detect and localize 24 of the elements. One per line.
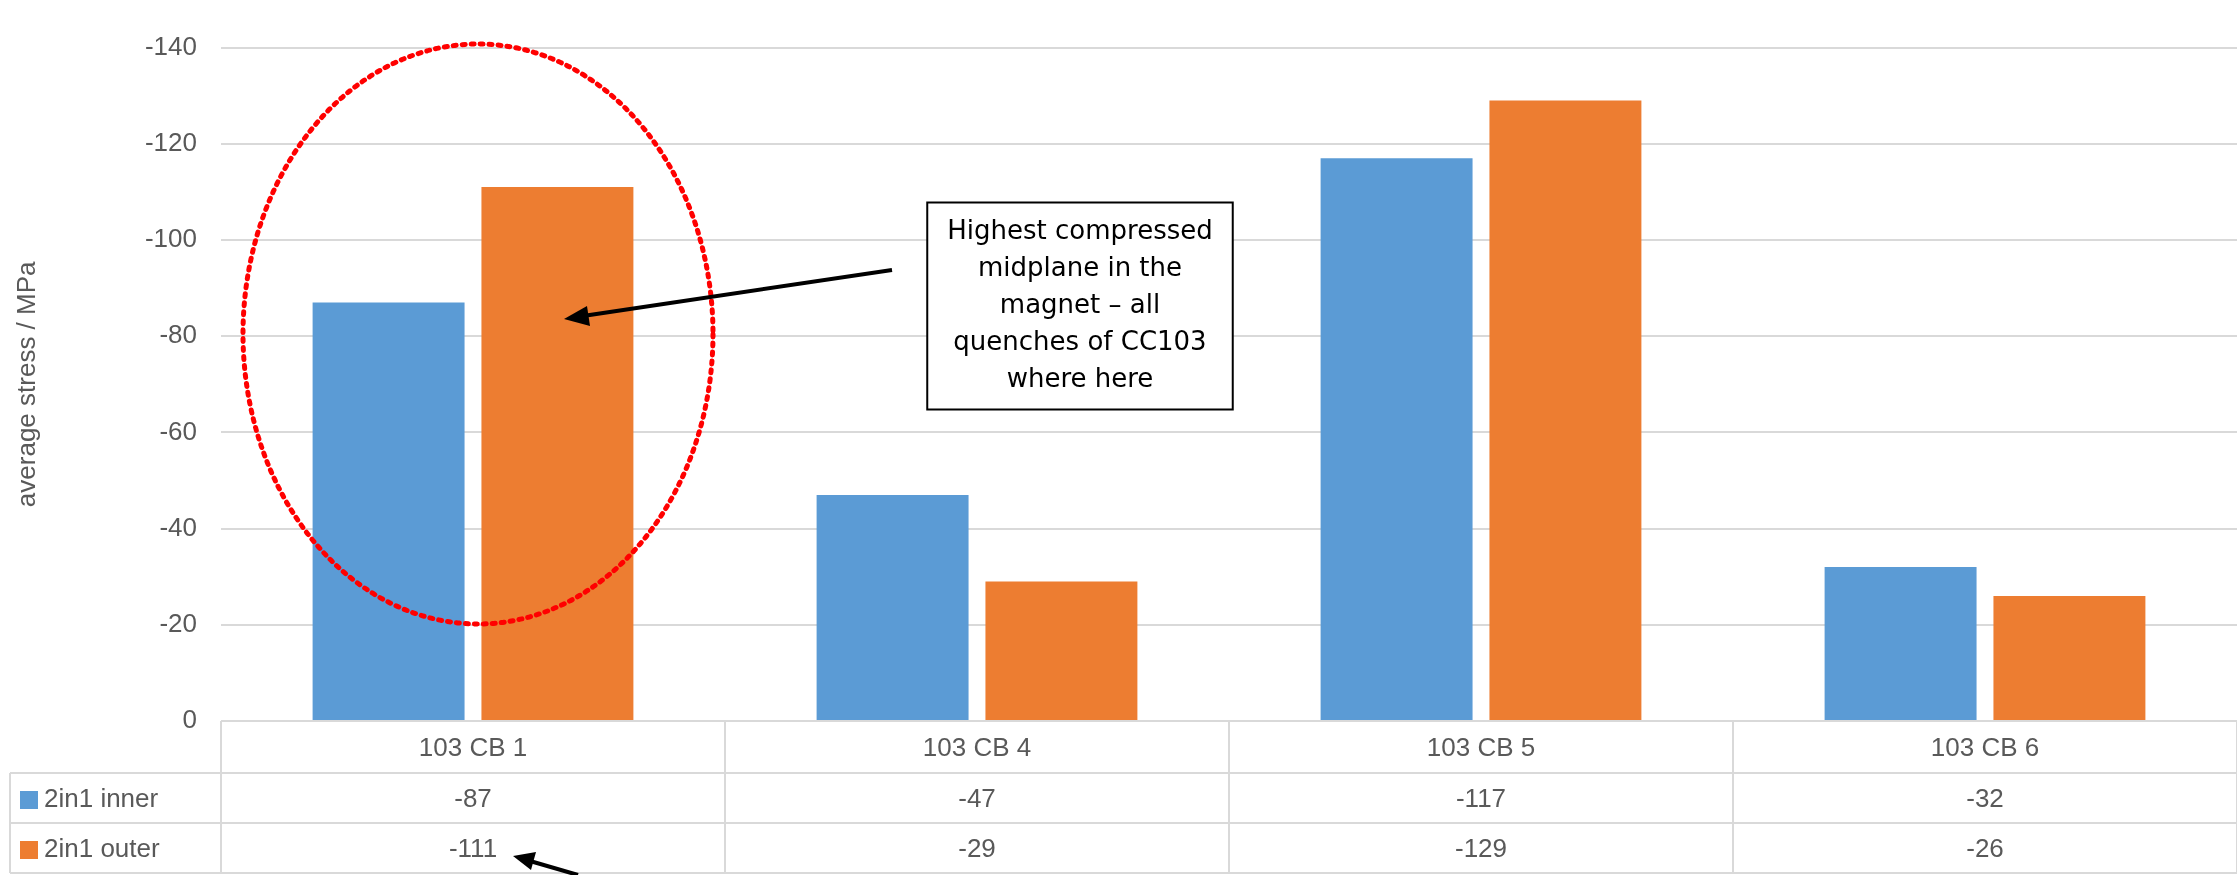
y-axis-title: average stress / MPa — [10, 260, 41, 508]
data-label: -129 — [1454, 833, 1508, 864]
y-tick-label: -120 — [144, 126, 197, 157]
data-label: -47 — [958, 783, 996, 814]
data-label: -32 — [1966, 783, 2004, 814]
data-label: -87 — [454, 783, 492, 814]
annotation: Highest compressed midplane in the magnet – all quenches of CC103 where here — [947, 214, 1213, 393]
data-label: -111 — [448, 833, 498, 864]
data-label: -117 — [1455, 783, 1507, 814]
y-tick-label: 0 — [182, 704, 197, 735]
y-tick-label: -80 — [159, 319, 197, 350]
data-label: -29 — [958, 833, 996, 864]
y-tick-label: -60 — [159, 415, 197, 446]
x-tick-label: 103 CB 1 — [418, 732, 528, 763]
legend-label: 2in1 outer — [44, 833, 160, 864]
x-tick-label: 103 CB 5 — [1426, 732, 1536, 763]
y-tick-label: -140 — [144, 30, 197, 61]
legend-label: 2in1 inner — [44, 783, 159, 814]
y-tick-label: -40 — [159, 511, 197, 542]
x-tick-label: 103 CB 4 — [922, 732, 1032, 763]
y-tick-label: -100 — [144, 223, 197, 254]
y-tick-label: -20 — [159, 607, 197, 638]
data-label: -26 — [1966, 833, 2004, 864]
x-tick-label: 103 CB 6 — [1930, 732, 2040, 763]
